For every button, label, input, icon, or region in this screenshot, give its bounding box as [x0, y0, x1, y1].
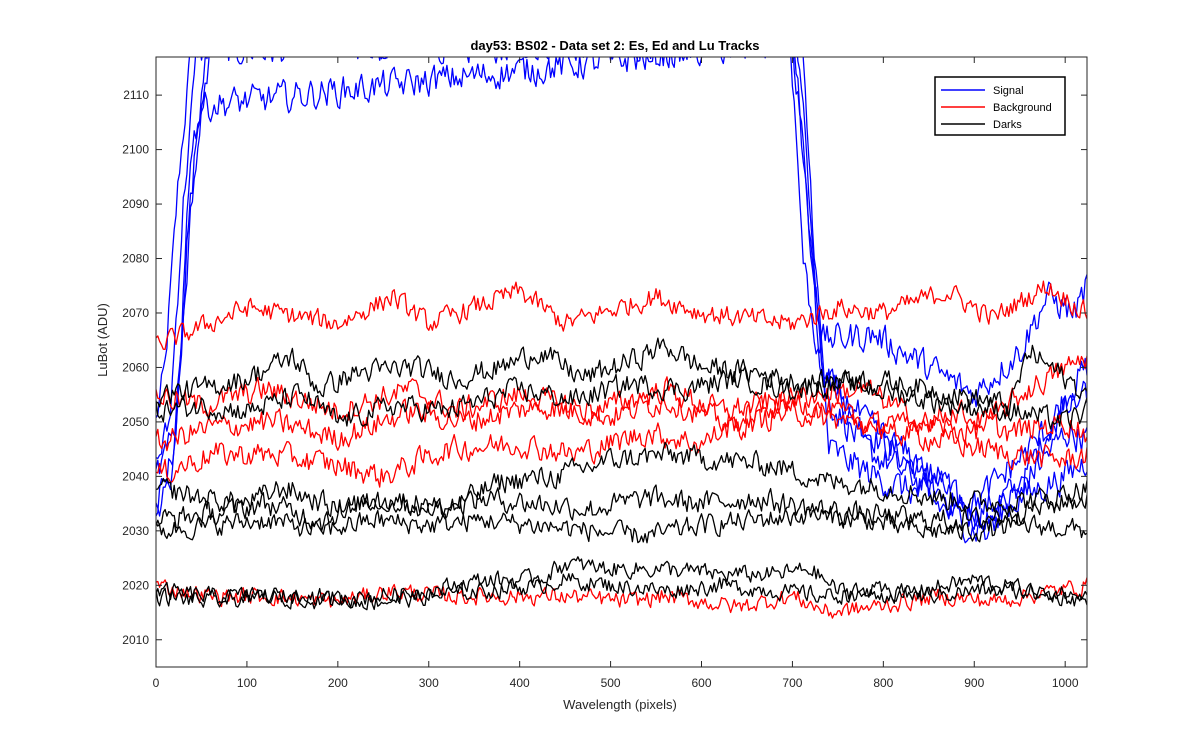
x-tick-label: 500	[601, 676, 621, 690]
y-tick-label: 2050	[122, 415, 149, 429]
y-axis-label: LuBot (ADU)	[95, 303, 110, 377]
x-tick-label: 100	[237, 676, 257, 690]
y-tick-label: 2070	[122, 306, 149, 320]
chart-title: day53: BS02 - Data set 2: Es, Ed and Lu …	[470, 38, 759, 53]
y-tick-label: 2040	[122, 469, 149, 483]
y-tick-label: 2020	[122, 578, 149, 592]
series-line-darks-11	[156, 337, 1087, 417]
x-tick-label: 1000	[1052, 676, 1079, 690]
series-line-signal-1	[156, 57, 1087, 530]
y-tick-label: 2110	[123, 88, 149, 102]
series-line-signal-5	[156, 57, 1087, 517]
y-tick-label: 2030	[122, 524, 149, 538]
y-tick-label: 2060	[122, 360, 149, 374]
legend: Signal Background Darks	[934, 76, 1066, 136]
series-line-background-6	[156, 280, 1087, 351]
y-tick-label: 2010	[122, 633, 149, 647]
legend-label-background: Background	[993, 102, 1052, 114]
x-axis-label: Wavelength (pixels)	[563, 697, 677, 712]
legend-label-darks: Darks	[993, 119, 1022, 131]
series-line-darks-13	[156, 441, 1087, 519]
series-layer	[156, 57, 1087, 619]
x-axis: 0 100 200 300 400 500 600 700 800 900 1000	[153, 57, 1079, 690]
x-tick-label: 300	[419, 676, 439, 690]
plot-area-border	[155, 56, 1088, 668]
x-tick-label: 800	[873, 676, 893, 690]
series-line-signal-4	[156, 57, 1087, 517]
series-line-background-9	[156, 355, 1087, 488]
series-line-darks-17	[156, 573, 1087, 611]
y-tick-label: 2080	[122, 252, 149, 266]
y-tick-label: 2100	[122, 143, 149, 157]
x-tick-label: 0	[153, 676, 160, 690]
series-line-darks-14	[156, 484, 1087, 533]
legend-box	[934, 76, 1066, 136]
series-line-darks-15	[156, 505, 1087, 544]
x-tick-label: 600	[691, 676, 711, 690]
x-tick-label: 900	[964, 676, 984, 690]
x-tick-label: 200	[328, 676, 348, 690]
x-tick-label: 400	[510, 676, 530, 690]
y-tick-label: 2090	[122, 197, 149, 211]
y-axis: 2010 2020 2030 2040 2050 2060 2070 2080 2090 2100…	[122, 88, 1087, 647]
series-line-darks-12	[156, 366, 1087, 430]
x-tick-label: 700	[782, 676, 802, 690]
series-line-background-7	[156, 376, 1087, 471]
series-line-darks-16	[156, 556, 1087, 610]
legend-label-signal: Signal	[993, 85, 1024, 97]
